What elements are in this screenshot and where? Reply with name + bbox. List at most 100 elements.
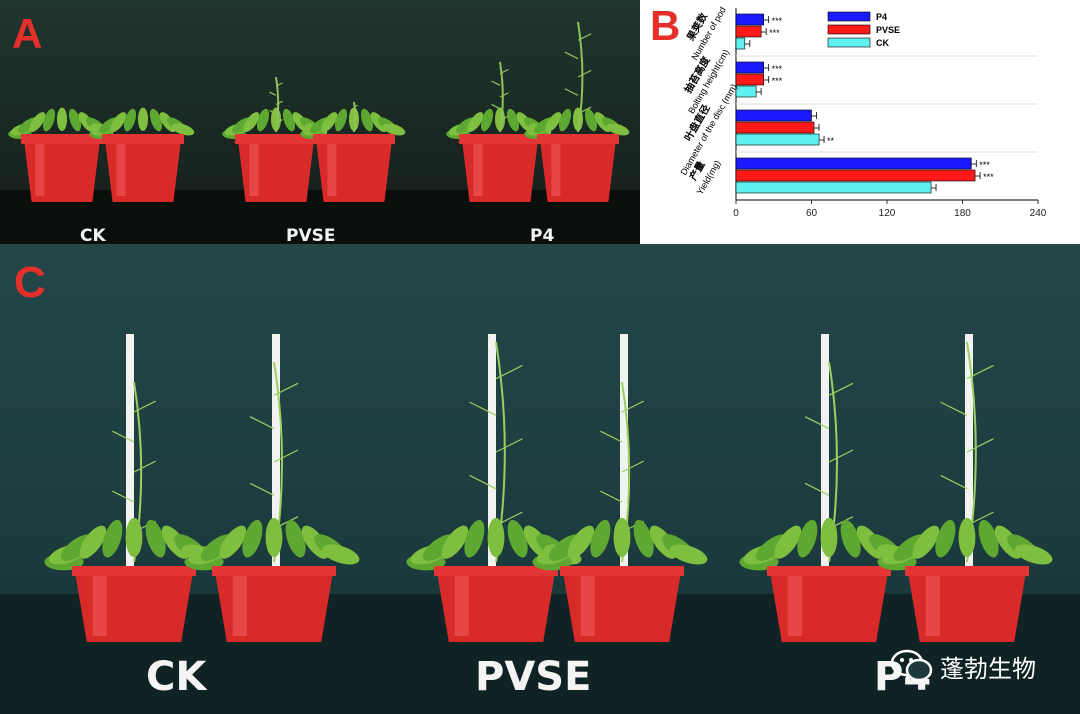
significance-label: ***	[772, 64, 783, 74]
leaf	[1014, 544, 1053, 565]
leaf	[797, 519, 818, 558]
panel-c-group-ck: CK	[146, 654, 207, 700]
branch	[469, 401, 497, 416]
panel-c-photo: C CK PVSE P4	[0, 244, 1080, 714]
pot-rim	[313, 134, 395, 144]
x-tick-label: 120	[879, 208, 896, 219]
bar-pvse	[735, 121, 815, 134]
pot-highlight	[454, 576, 469, 636]
watermark: 蓬勃生物	[890, 648, 1036, 684]
legend-label-ck: CK	[876, 38, 889, 48]
pot-rim	[537, 134, 619, 144]
branch	[469, 474, 497, 490]
leaf	[507, 519, 528, 558]
branch	[350, 109, 355, 113]
branch	[275, 82, 283, 87]
pot-highlight	[232, 576, 247, 636]
flower-stem	[275, 76, 280, 133]
panel-a-photo: A CK PVSE P4	[0, 0, 640, 244]
panel-a-plants	[0, 21, 640, 244]
legend-swatch-p4	[827, 11, 871, 22]
leaf	[257, 108, 270, 132]
branch	[966, 438, 994, 453]
branch	[499, 115, 509, 121]
leaf	[481, 108, 494, 132]
pot-rim	[459, 134, 541, 144]
leaf	[219, 525, 247, 559]
leaf	[441, 525, 469, 559]
branch	[273, 449, 299, 463]
leaf	[137, 107, 149, 132]
leaf	[29, 112, 46, 133]
pot-rim	[560, 566, 684, 576]
branch	[804, 416, 830, 430]
legend-swatch-ck	[827, 37, 871, 48]
leaf	[506, 108, 519, 132]
branch	[621, 460, 644, 473]
leaf	[68, 108, 81, 132]
leaf	[56, 107, 68, 132]
panel-a-letter: A	[12, 10, 43, 57]
pot-highlight	[473, 144, 483, 196]
branch	[600, 490, 623, 503]
leaf	[774, 525, 802, 559]
bar-pvse	[735, 169, 976, 182]
pot-highlight	[92, 576, 107, 636]
significance-label: ***	[772, 76, 783, 86]
branch	[491, 103, 501, 110]
leaf	[242, 519, 263, 558]
significance-label: ***	[772, 16, 783, 26]
x-tick-label: 0	[733, 208, 739, 219]
support-stake	[620, 334, 628, 572]
leaf	[669, 544, 708, 565]
bar-pvse	[735, 25, 762, 38]
leaf	[102, 519, 123, 558]
branch	[621, 400, 644, 413]
branch	[499, 68, 509, 75]
leaf	[265, 517, 283, 558]
leaf	[467, 112, 484, 133]
leaf	[43, 108, 56, 132]
significance-label: **	[827, 136, 835, 146]
wechat-icon	[890, 649, 933, 682]
leaf	[567, 525, 595, 559]
branch	[495, 364, 523, 380]
leaf	[335, 108, 348, 132]
branch	[353, 114, 358, 118]
support-stake	[965, 334, 973, 572]
leaf	[584, 108, 597, 132]
pot-highlight	[327, 144, 337, 196]
leaf	[285, 519, 306, 558]
pot-rim	[905, 566, 1029, 576]
branch	[275, 100, 283, 106]
pot-highlight	[787, 576, 802, 636]
leaf	[321, 544, 360, 565]
branch	[577, 33, 592, 41]
branch	[828, 382, 854, 396]
branch	[112, 490, 135, 503]
leaf	[545, 112, 562, 133]
leaf	[125, 517, 143, 558]
support-stake	[821, 334, 829, 572]
leaf	[243, 112, 260, 133]
branch	[269, 91, 277, 96]
leaf	[606, 123, 630, 136]
x-tick-label: 60	[806, 208, 818, 219]
panel-c-plants	[0, 334, 1080, 714]
branch	[495, 438, 523, 453]
leaf	[912, 525, 940, 559]
leaf	[820, 517, 838, 558]
bar-ck	[735, 85, 757, 98]
pot-rim	[102, 134, 184, 144]
leaf	[978, 519, 999, 558]
bar-p4	[735, 13, 764, 26]
leaf	[360, 108, 373, 132]
branch	[491, 80, 501, 86]
branch	[275, 118, 283, 124]
bar-p4	[735, 61, 764, 74]
watermark-text: 蓬勃生物	[940, 654, 1036, 683]
pot-rim	[21, 134, 103, 144]
pot-rim	[212, 566, 336, 576]
pot-highlight	[580, 576, 595, 636]
pot-rim	[434, 566, 558, 576]
